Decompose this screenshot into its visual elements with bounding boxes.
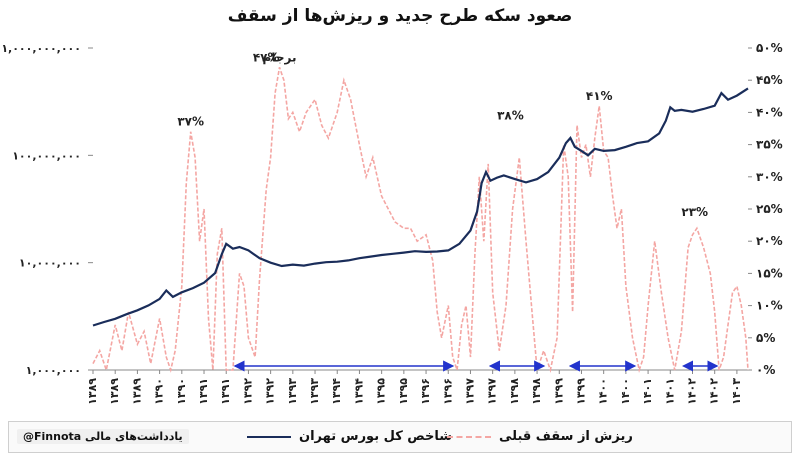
y-left-tick-label: ۱,۰۰۰,۰۰۰,۰۰۰ [1,42,81,55]
x-tick-label: ۱۳۹۵ [375,378,388,405]
x-tick-label: ۱۳۹۲ [264,378,277,405]
x-tick-label: ۱۳۹۳ [308,378,321,405]
x-tick-label: ۱۳۹۷ [486,378,499,405]
annotation-label: ۳۷% [177,115,204,129]
annotation-label: ۲۳% [681,205,708,219]
x-tick-label: ۱۳۹۰ [153,378,166,405]
x-tick-label: ۱۳۸۹ [86,378,99,405]
x-tick-label: ۱۳۹۶ [441,378,454,405]
annotation-label: ۴۱% [586,89,613,103]
x-tick-label: ۱۳۹۵ [397,378,410,405]
legend-label-drawdown: ریزش از سقف قبلی [499,429,633,444]
x-tick-label: ۱۴۰۲ [708,378,721,405]
x-tick-label: ۱۴۰۰ [619,378,632,405]
chart-plot: ۱,۰۰۰,۰۰۰ ۱۰,۰۰۰,۰۰۰ ۱۰۰,۰۰۰,۰۰۰ ۱,۰۰۰,۰۰۰,… [1,41,783,405]
x-tick-label: ۱۳۹۲ [241,378,254,405]
series-line-drawdown [92,67,749,374]
y-right-tick-label: ۳۵% [756,138,783,152]
y-left-tick-label: ۱۰,۰۰۰,۰۰۰ [19,257,81,270]
y-right-tick-label: ۴۵% [756,73,783,87]
y-right-tick-label: ۲۰% [756,234,783,248]
x-tick-label: ۱۳۹۸ [530,378,543,405]
x-tick-label: ۱۳۹۷ [463,378,476,405]
legend-swatch-index [247,436,291,438]
x-tick-label: ۱۴۰۱ [641,378,654,405]
annotation-label: برجام [263,50,297,65]
x-tick-label: ۱۴۰۱ [663,378,676,405]
y-right-tick-label: ۵% [756,331,775,345]
x-tick-label: ۱۳۸۹ [108,378,121,405]
annotation-label: ۴۷% [253,50,280,64]
x-tick-label: ۱۳۹۴ [352,378,365,405]
annotation-label: ۳۸% [497,108,524,122]
y-right-tick-label: ۰% [756,363,775,377]
legend-label-index: شاخص کل بورس تهران [299,429,453,444]
x-tick-label: ۱۳۹۰ [175,378,188,405]
y-right-tick-label: ۱۵% [756,266,783,280]
x-tick-label: ۱۴۰۳ [730,378,743,405]
x-tick-label: ۱۳۹۳ [286,378,299,405]
y-left-tick-label: ۱۰۰,۰۰۰,۰۰۰ [12,149,81,162]
y-right-tick-label: ۴۰% [756,105,783,119]
y-right-tick-label: ۱۰% [756,299,783,313]
credit-label: یادداشت‌های مالی Finnota@ [17,429,189,444]
series-line-index [92,87,749,327]
x-tick-label: ۱۳۹۱ [197,378,210,405]
x-tick-label: ۱۳۸۹ [130,378,143,405]
y-right-tick-label: ۲۵% [756,202,783,216]
legend-swatch-drawdown [447,436,491,438]
y-right-tick-label: ۵۰% [756,41,783,55]
x-tick-label: ۱۳۹۱ [219,378,232,405]
x-tick-label: ۱۳۹۸ [508,378,521,405]
x-tick-label: ۱۳۹۴ [330,378,343,405]
x-tick-label: ۱۳۹۹ [574,378,587,405]
x-tick-label: ۱۳۹۹ [552,378,565,405]
y-left-tick-label: ۱,۰۰۰,۰۰۰ [26,364,81,377]
legend-bar: یادداشت‌های مالی Finnota@ شاخص کل بورس ت… [8,421,792,453]
x-tick-label: ۱۳۹۶ [419,378,432,405]
x-tick-label: ۱۴۰۰ [597,378,610,405]
x-tick-label: ۱۴۰۲ [685,378,698,405]
y-right-tick-label: ۳۰% [756,170,783,184]
chart-title: صعود سکه طرح جدید و ریزش‌ها از سقف [227,6,573,26]
